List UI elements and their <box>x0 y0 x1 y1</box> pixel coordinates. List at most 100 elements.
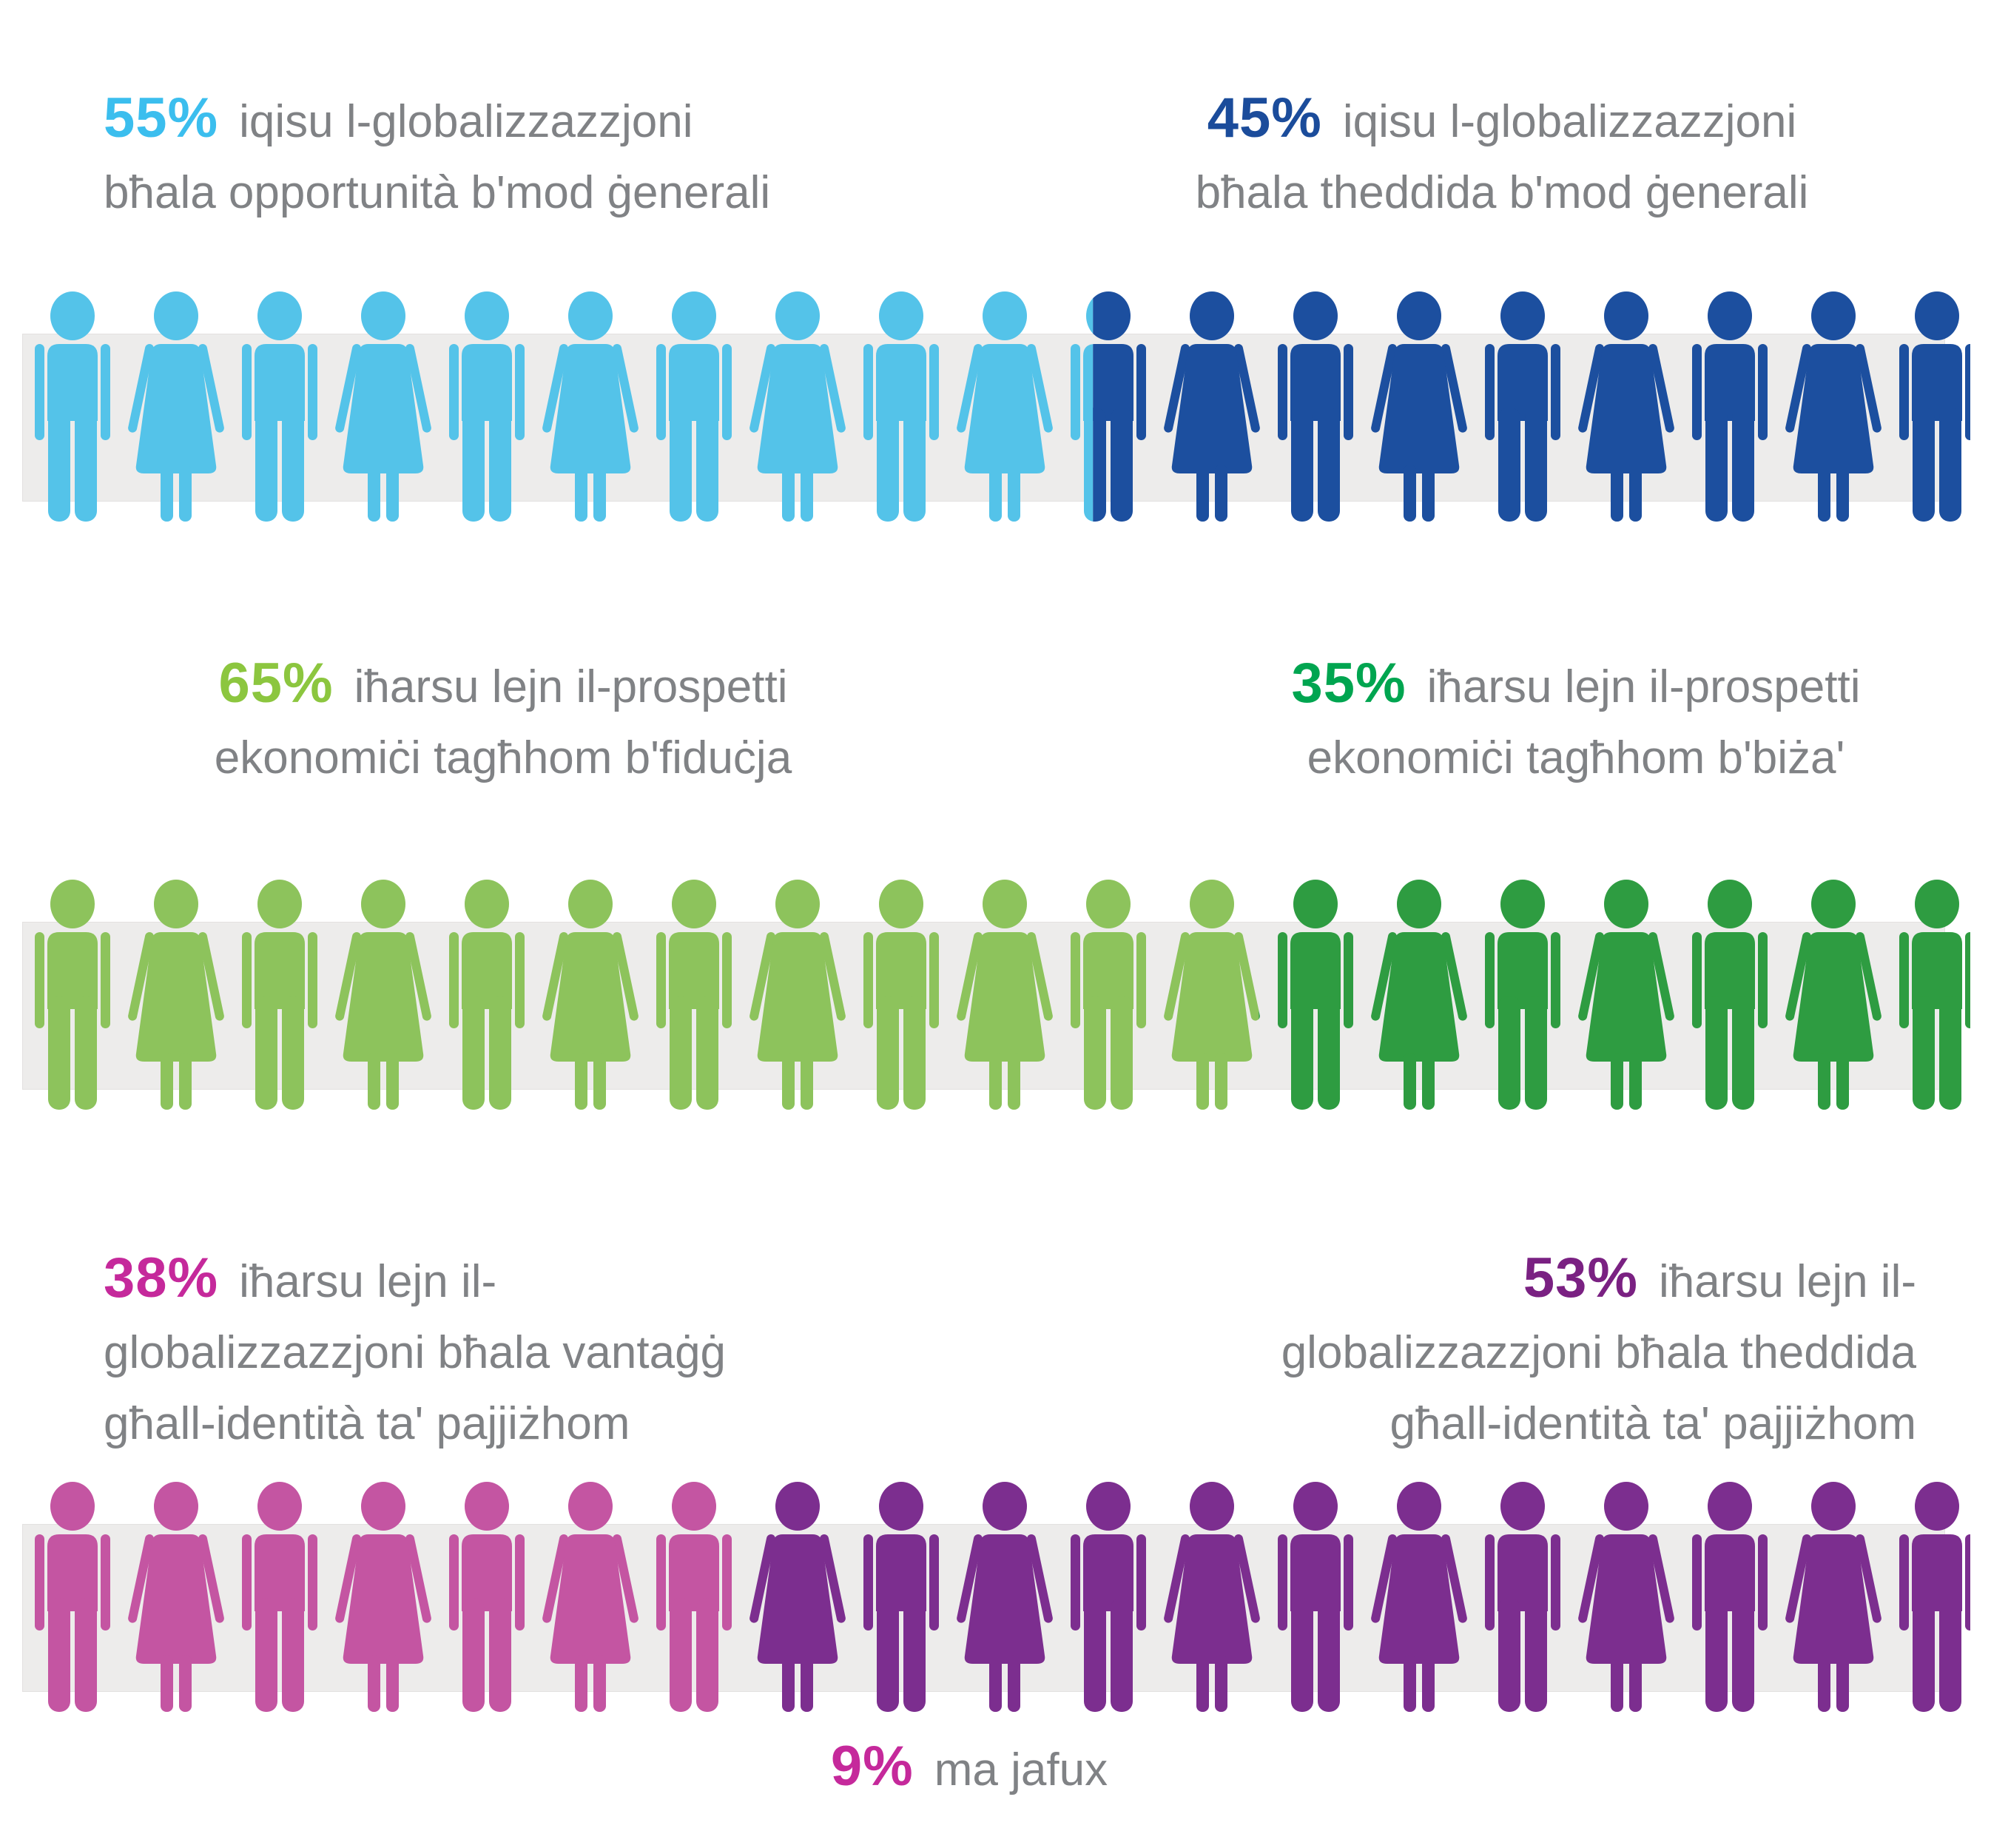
stat-block-identity-threat: 53% iħarsu lejn il- globalizzazzjoni bħal… <box>1028 1243 1916 1460</box>
stat-percent: 35% <box>1291 652 1406 715</box>
person-icon-man <box>228 1481 331 1718</box>
stat-text: globalizzazzjoni bħala vantaġġ <box>104 1327 727 1378</box>
person-icon-woman <box>1574 291 1678 527</box>
stat-block-identity-advantage: 38% iħarsu lejn il- globalizzazzjoni bħal… <box>104 1243 991 1460</box>
person-icon-man <box>1057 879 1160 1116</box>
stat-line: 55% iqisu l-globalizzazzjoni <box>104 83 991 158</box>
person-icon-woman <box>1574 1481 1678 1718</box>
stat-line: bħala theddida b'mod ġenerali <box>1058 158 1946 229</box>
stat-text: għall-identità ta' pajjiżhom <box>104 1398 630 1449</box>
person-icon-man <box>1885 879 1989 1116</box>
stat-text: għall-identità ta' pajjiżhom <box>1389 1398 1916 1449</box>
person-icon-woman <box>1160 879 1264 1116</box>
person-icon-woman <box>331 1481 435 1718</box>
stat-percent: 9% <box>830 1735 914 1798</box>
person-icon-woman <box>746 291 849 527</box>
stat-line: 53% iħarsu lejn il- <box>1028 1243 1916 1318</box>
person-icon-man <box>1678 879 1782 1116</box>
stat-line: 9% ma jafux <box>747 1731 1191 1806</box>
person-icon-man <box>849 879 953 1116</box>
person-icon-man <box>642 879 746 1116</box>
stat-text: iħarsu lejn il- <box>1658 1256 1916 1307</box>
person-icon-man <box>435 291 539 527</box>
person-icon-woman <box>1782 291 1885 527</box>
person-icon-man <box>228 879 331 1116</box>
person-icon-man <box>435 879 539 1116</box>
person-icon-man <box>1264 879 1367 1116</box>
person-icon-man <box>849 1481 953 1718</box>
stat-block-economy-confidence: 65% iħarsu lejn il-prospetti ekonomiċi ta… <box>59 648 947 794</box>
stat-text: ekonomiċi tagħhom b'biża' <box>1307 732 1845 783</box>
person-icon-man <box>1885 291 1989 527</box>
person-icon-woman <box>953 291 1057 527</box>
stat-text: iħarsu lejn il- <box>239 1256 497 1307</box>
person-icon-man <box>1678 291 1782 527</box>
stat-line: 35% iħarsu lejn il-prospetti <box>1147 648 1991 723</box>
person-icon-woman <box>953 879 1057 1116</box>
stat-percent: 45% <box>1207 87 1322 149</box>
person-icon-man <box>1471 879 1574 1116</box>
person-icon-man <box>1264 1481 1367 1718</box>
person-icon-man <box>435 1481 539 1718</box>
stat-line: għall-identità ta' pajjiżhom <box>1028 1389 1916 1460</box>
person-icon-woman <box>331 291 435 527</box>
person-icon-woman <box>124 879 228 1116</box>
stat-line: globalizzazzjoni bħala theddida <box>1028 1318 1916 1389</box>
person-icon-man <box>642 1481 746 1718</box>
person-icon-woman <box>124 1481 228 1718</box>
person-icon-woman <box>1367 291 1471 527</box>
stat-block-globalization-threat: 45% iqisu l-globalizzazzjoni bħala theddi… <box>1058 83 1946 229</box>
pictogram-row-globalization <box>21 291 1970 527</box>
stat-text: iħarsu lejn il-prospetti <box>354 661 788 712</box>
person-icon-man <box>1471 1481 1574 1718</box>
person-icon-man <box>1678 1481 1782 1718</box>
person-icon-woman <box>1782 879 1885 1116</box>
person-icon-woman <box>1367 1481 1471 1718</box>
person-icon-woman <box>539 1481 642 1718</box>
stat-block-globalization-opportunity: 55% iqisu l-globalizzazzjoni bħala opport… <box>104 83 991 229</box>
person-icon-man <box>642 291 746 527</box>
person-icon-woman <box>953 1481 1057 1718</box>
stat-text: iħarsu lejn il-prospetti <box>1426 661 1861 712</box>
stat-percent: 38% <box>104 1247 219 1309</box>
stat-percent: 55% <box>104 87 219 149</box>
person-icon-man <box>21 879 124 1116</box>
stat-line: 65% iħarsu lejn il-prospetti <box>59 648 947 723</box>
stat-line: 45% iqisu l-globalizzazzjoni <box>1058 83 1946 158</box>
stat-text: bħala theddida b'mod ġenerali <box>1195 167 1809 218</box>
stat-text: bħala opportunità b'mod ġenerali <box>104 167 771 218</box>
person-icon-woman <box>124 291 228 527</box>
person-icon-man <box>21 291 124 527</box>
stat-text: iqisu l-globalizzazzjoni <box>1342 96 1797 147</box>
person-icon-man <box>21 1481 124 1718</box>
stat-line: 38% iħarsu lejn il- <box>104 1243 991 1318</box>
stat-percent: 65% <box>218 652 334 715</box>
stat-text: ma jafux <box>934 1744 1108 1795</box>
person-icon-man <box>1057 1481 1160 1718</box>
person-icon-woman <box>1160 291 1264 527</box>
person-icon-woman <box>539 291 642 527</box>
person-icon-man <box>849 291 953 527</box>
person-icon-man <box>1471 291 1574 527</box>
pictogram-row-economy <box>21 879 1970 1116</box>
stat-block-dont-know: 9% ma jafux <box>747 1731 1191 1806</box>
person-icon-woman <box>1782 1481 1885 1718</box>
stat-text: ekonomiċi tagħhom b'fiduċja <box>214 732 792 783</box>
person-icon-man <box>1264 291 1367 527</box>
stat-line: globalizzazzjoni bħala vantaġġ <box>104 1318 991 1389</box>
person-icon-woman <box>1160 1481 1264 1718</box>
person-icon-woman <box>746 879 849 1116</box>
stat-line: ekonomiċi tagħhom b'biża' <box>1147 723 1991 794</box>
person-icon-woman <box>539 879 642 1116</box>
stat-line: bħala opportunità b'mod ġenerali <box>104 158 991 229</box>
stat-line: għall-identità ta' pajjiżhom <box>104 1389 991 1460</box>
person-icon-man <box>1885 1481 1989 1718</box>
pictogram-row-identity <box>21 1481 1970 1718</box>
stat-text: iqisu l-globalizzazzjoni <box>239 96 693 147</box>
person-icon-woman <box>331 879 435 1116</box>
stat-percent: 53% <box>1523 1247 1638 1309</box>
person-icon-woman <box>1367 879 1471 1116</box>
stat-line: ekonomiċi tagħhom b'fiduċja <box>59 723 947 794</box>
stat-block-economy-fear: 35% iħarsu lejn il-prospetti ekonomiċi ta… <box>1147 648 1991 794</box>
